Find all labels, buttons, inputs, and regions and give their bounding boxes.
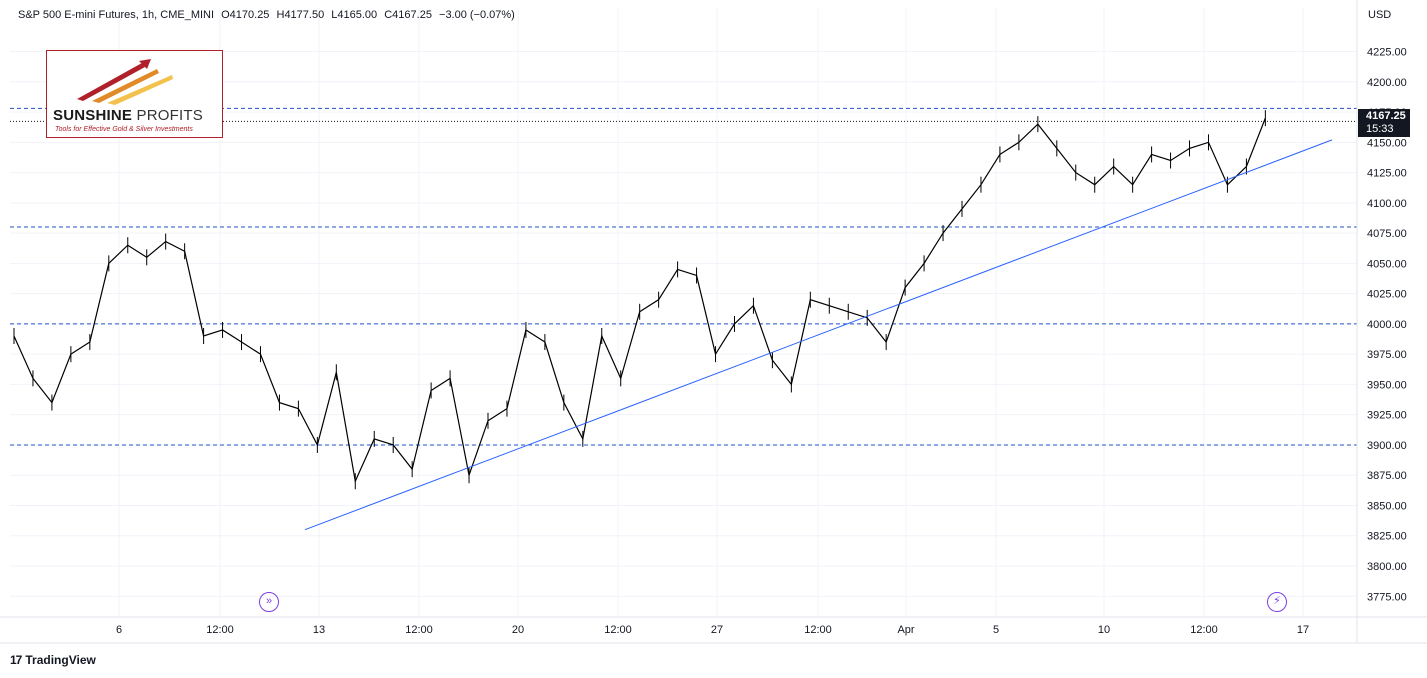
y-tick-label: 4200.00 [1367,77,1407,89]
x-tick-label: 12:00 [206,624,234,636]
tradingview-brand: TradingView [25,653,96,667]
logo-name-rest: PROFITS [136,107,203,124]
y-tick-label: 4000.00 [1367,319,1407,331]
symbol-header: S&P 500 E-mini Futures, 1h, CME_MINI O41… [18,9,519,21]
x-tick-label: 12:00 [604,624,632,636]
y-tick-label: 4125.00 [1367,168,1407,180]
y-tick-label: 3925.00 [1367,410,1407,422]
low-value: L4165.00 [331,9,378,21]
currency-label[interactable]: USD [1368,9,1392,21]
symbol-title: S&P 500 E-mini Futures, 1h, CME_MINI [18,9,215,21]
axes: 3775.00 3800.00 3825.00 3850.00 3875.00 3900.… [0,0,1427,644]
y-tick-label: 4225.00 [1367,47,1407,59]
forward-arrows-icon[interactable]: » [259,592,279,612]
y-tick-label: 3825.00 [1367,531,1407,543]
y-tick-label: 3800.00 [1367,561,1407,573]
x-tick-label: 12:00 [804,624,832,636]
x-tick-label: 12:00 [1190,624,1218,636]
x-tick-label: 10 [1098,624,1110,636]
y-tick-label: 4025.00 [1367,289,1407,301]
x-tick-label: 27 [711,624,723,636]
x-tick-label: 17 [1297,624,1309,636]
y-tick-label: 4050.00 [1367,258,1407,270]
x-tick-label: 20 [512,624,524,636]
y-tick-label: 4150.00 [1367,137,1407,149]
logo-name-bold: SUNSHINE [53,107,133,124]
trendline-layer [304,139,1333,531]
y-tick-label: 3975.00 [1367,349,1407,361]
x-tick-label: 13 [313,624,325,636]
y-tick-label: 3850.00 [1367,500,1407,512]
last-price-tag: 4167.25 15:33 [1358,109,1410,137]
y-tick-label: 3875.00 [1367,470,1407,482]
price-series [13,110,1266,490]
x-tick-label: 6 [116,624,122,636]
y-tick-label: 4100.00 [1367,198,1407,210]
trendline [304,139,1333,531]
y-tick-label: 4075.00 [1367,228,1407,240]
y-tick-label: 3950.00 [1367,379,1407,391]
bar-countdown: 15:33 [1366,123,1394,135]
change-value: −3.00 (−0.07%) [439,9,515,21]
lightning-icon[interactable]: ⚡ [1267,592,1287,612]
logo-mark-icon [77,59,173,105]
price-line [13,117,1266,484]
horizontal-levels [10,107,1357,446]
high-value: H4177.50 [276,9,325,21]
sunshine-profits-logo: SUNSHINE PROFITS Tools for Effective Gol… [46,50,223,138]
x-tick-label: 12:00 [405,624,433,636]
logo-tagline: Tools for Effective Gold & Silver Invest… [55,126,193,133]
y-tick-label: 3775.00 [1367,591,1407,603]
tradingview-logo-icon: 17 [10,653,22,667]
y-tick-label: 3900.00 [1367,440,1407,452]
tradingview-footer[interactable]: 17 TradingView [10,653,96,667]
last-price: 4167.25 [1366,110,1406,122]
open-value: O4170.25 [221,9,270,21]
close-value: C4167.25 [384,9,432,21]
x-tick-label: 5 [993,624,999,636]
logo-name: SUNSHINE PROFITS [53,107,203,124]
x-tick-label: Apr [897,624,914,636]
